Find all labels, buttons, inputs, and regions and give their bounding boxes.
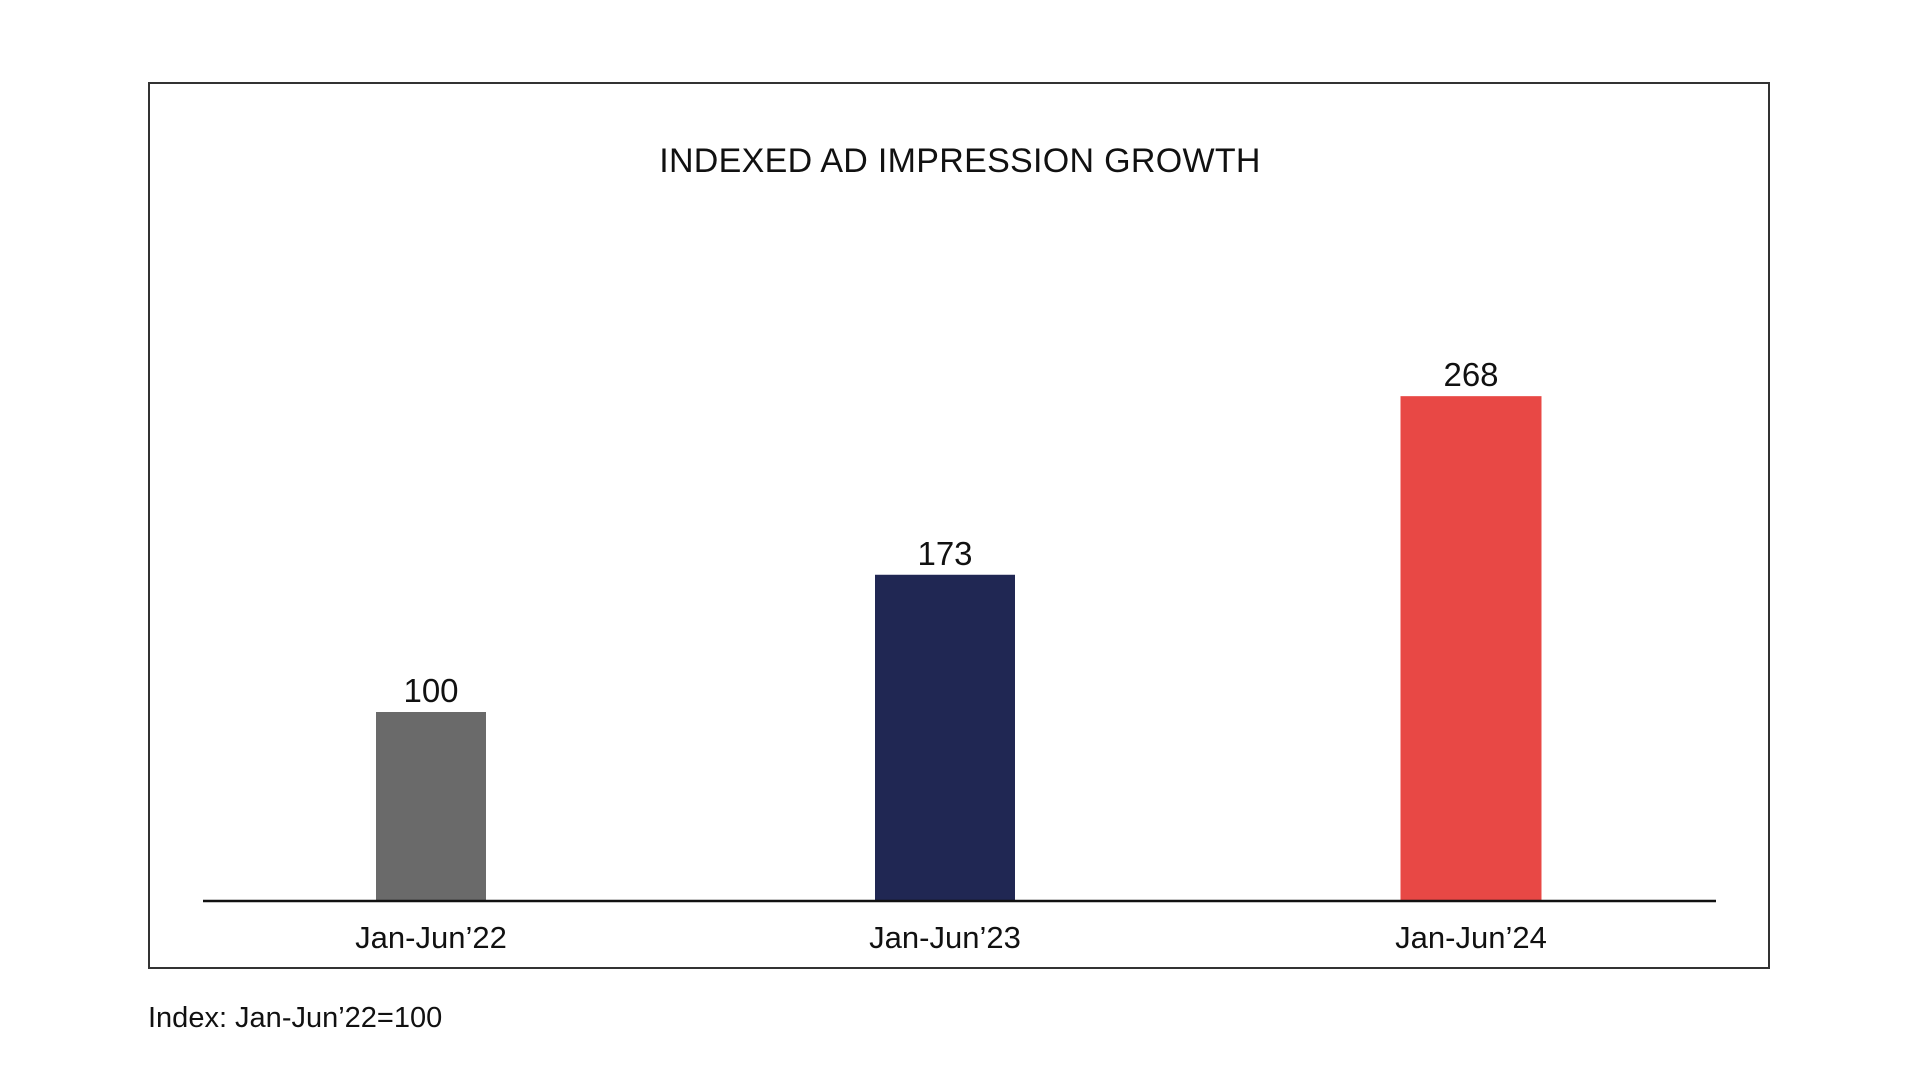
footnote: Index: Jan-Jun’22=100 [148, 1002, 443, 1034]
data-label: 268 [1443, 356, 1498, 393]
data-label: 173 [917, 535, 972, 572]
x-tick-label: Jan-Jun’23 [869, 920, 1021, 955]
data-label: 100 [403, 672, 458, 709]
x-tick-label: Jan-Jun’22 [355, 920, 507, 955]
bar-2 [875, 574, 1015, 900]
chart-frame [148, 82, 1770, 969]
chart-title: INDEXED AD IMPRESSION GROWTH [659, 142, 1261, 180]
x-tick-label: Jan-Jun’24 [1395, 920, 1547, 955]
bar-1 [376, 712, 486, 900]
bar-3 [1400, 396, 1542, 900]
